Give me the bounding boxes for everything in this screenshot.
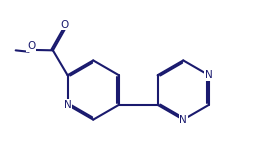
Text: N: N [179,115,187,125]
Text: O: O [61,20,69,30]
Text: O: O [27,41,35,51]
Text: N: N [205,70,213,80]
Text: N: N [64,100,72,110]
